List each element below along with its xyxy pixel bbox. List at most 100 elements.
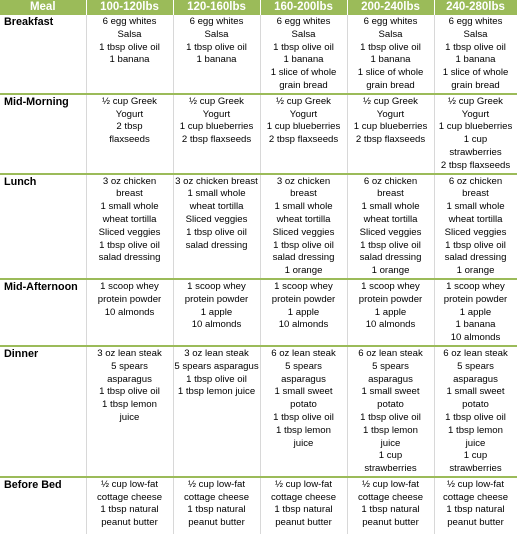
cell-line: 2 tbsp flaxseeds xyxy=(440,159,511,171)
header-meal: Meal xyxy=(0,0,87,15)
cell-line: 1 tbsp lemon xyxy=(102,399,157,411)
cell-line: juice xyxy=(119,411,140,423)
cell-line: Yogurt xyxy=(115,108,144,120)
cell-line: 6 oz chicken xyxy=(448,175,503,187)
cell-line: 3 oz chicken xyxy=(276,175,331,187)
header-weight-200-240: 200-240lbs xyxy=(347,0,435,15)
table-row-before-bed: Before Bed ½ cup low-fat cottage cheese 1 t… xyxy=(0,476,517,534)
cell-line: peanut butter xyxy=(101,517,158,529)
header-row: Meal 100-120lbs 120-160lbs 160-200lbs 20… xyxy=(0,0,517,15)
table-row-dinner: Dinner 3 oz lean steak 5 spears asparagus 1 … xyxy=(0,345,517,478)
cell-line: 1 small whole xyxy=(361,201,420,213)
cell-line: 1 small sweet xyxy=(446,386,505,398)
cell-line: 1 tbsp olive oil xyxy=(273,411,334,423)
cell-line: 3 oz lean steak xyxy=(97,347,162,359)
cell-line: 1 tbsp olive oil xyxy=(99,41,160,53)
cell-line: breast xyxy=(462,188,489,200)
cell-line: 6 egg whites xyxy=(276,16,331,27)
cell-line: 10 almonds xyxy=(450,332,501,344)
cell-line: breast xyxy=(377,188,404,200)
cell-line: 2 tbsp xyxy=(116,121,143,133)
cell-line: 5 spears xyxy=(457,360,494,372)
cell-line: 3 oz chicken xyxy=(102,175,157,187)
cell-line: 1 small sweet xyxy=(274,386,333,398)
cell-line: ½ cup Greek xyxy=(448,95,503,107)
cell-line: Sliced veggies xyxy=(272,226,335,238)
cell-line: 1 tbsp olive oil xyxy=(360,41,421,53)
cell-line: asparagus xyxy=(368,373,413,385)
cell-line: potato xyxy=(462,399,489,411)
cell-line: 10 almonds xyxy=(104,306,155,318)
cell-line: wheat tortilla xyxy=(102,213,157,225)
meal-name-mid-morning: Mid-Morning xyxy=(0,93,87,175)
table-cell-mid-afternoon-160-200: 1 scoop whey protein powder 1 apple 10 almo… xyxy=(260,278,348,347)
cell-line: protein powder xyxy=(271,293,336,305)
cell-line: salad dressing xyxy=(359,252,422,264)
cell-line: salad dressing xyxy=(444,252,507,264)
table-cell-before-bed-200-240: ½ cup low-fat cottage cheese 1 tbsp natura… xyxy=(347,476,435,534)
header-weight-120-160: 120-160lbs xyxy=(173,0,261,15)
header-weight-160-200: 160-200lbs xyxy=(260,0,348,15)
cell-line: grain bread xyxy=(451,79,500,91)
cell-line: 1 orange xyxy=(456,265,495,277)
cell-line: protein powder xyxy=(358,293,423,305)
cell-line: Sliced veggies xyxy=(359,226,422,238)
cell-line: 1 banana xyxy=(455,54,496,66)
cell-line: ½ cup Greek xyxy=(363,95,418,107)
cell-line: peanut butter xyxy=(275,517,332,529)
cell-line: 6 egg whites xyxy=(102,16,157,27)
cell-line: Yogurt xyxy=(376,108,405,120)
table-cell-mid-afternoon-100-120: 1 scoop whey protein powder 10 almonds xyxy=(86,278,174,347)
cell-line: 1 cup blueberries xyxy=(353,121,428,133)
cell-line: asparagus xyxy=(281,373,326,385)
cell-line: 1 tbsp olive oil xyxy=(99,386,160,398)
cell-line: strawberries xyxy=(449,463,502,475)
cell-line: 2 tbsp flaxseeds xyxy=(268,134,339,146)
cell-line: ½ cup low-fat xyxy=(446,478,505,490)
cell-line: 10 almonds xyxy=(191,319,242,331)
meal-name-before-bed: Before Bed xyxy=(0,476,87,534)
cell-line: 1 banana xyxy=(283,54,324,66)
cell-line: 1 tbsp natural xyxy=(446,504,505,516)
meal-name-dinner: Dinner xyxy=(0,345,87,478)
cell-line: 1 small whole xyxy=(446,201,505,213)
header-weight-100-120: 100-120lbs xyxy=(86,0,174,15)
cell-line: 1 small sweet xyxy=(361,386,420,398)
cell-line: grain bread xyxy=(366,79,415,91)
cell-line: peanut butter xyxy=(362,517,419,529)
cell-line: protein powder xyxy=(184,293,249,305)
cell-line: Salsa xyxy=(463,28,488,40)
cell-line: asparagus xyxy=(107,373,152,385)
cell-line: salad dressing xyxy=(98,252,161,264)
cell-line: 1 small whole xyxy=(100,201,159,213)
cell-line: Yogurt xyxy=(289,108,318,120)
cell-line: asparagus xyxy=(453,373,498,385)
cell-line: 5 spears asparagus xyxy=(174,360,259,372)
meal-name-mid-afternoon: Mid-Afternoon xyxy=(0,278,87,347)
cell-line: 1 apple xyxy=(459,306,492,318)
cell-line: 6 egg whites xyxy=(189,16,244,27)
table-cell-dinner-240-280: 6 oz lean steak 5 spears asparagus 1 small … xyxy=(434,345,517,478)
cell-line: 1 tbsp natural xyxy=(187,504,246,516)
table-header: Meal 100-120lbs 120-160lbs 160-200lbs 20… xyxy=(0,0,517,15)
cell-line: 6 oz lean steak xyxy=(443,347,508,359)
cell-line: Salsa xyxy=(204,28,229,40)
cell-line: 5 spears xyxy=(111,360,148,372)
cell-line: wheat tortilla xyxy=(189,201,244,213)
cell-line: 1 small whole xyxy=(187,188,246,200)
table-cell-breakfast-120-160: 6 egg whites Salsa 1 tbsp olive oil 1 banan… xyxy=(173,15,261,95)
cell-line: protein powder xyxy=(97,293,162,305)
cell-line: 1 tbsp lemon xyxy=(363,424,418,436)
cell-line: 2 tbsp flaxseeds xyxy=(181,134,252,146)
cell-line: Yogurt xyxy=(202,108,231,120)
table-cell-lunch-120-160: 3 oz chicken breast 1 small whole wheat to… xyxy=(173,173,261,280)
cell-line: peanut butter xyxy=(188,517,245,529)
table-cell-lunch-200-240: 6 oz chicken breast 1 small whole wheat tor… xyxy=(347,173,435,280)
cell-line: 1 tbsp olive oil xyxy=(186,226,247,238)
cell-line: 6 oz lean steak xyxy=(358,347,423,359)
cell-line: 6 egg whites xyxy=(448,16,503,27)
cell-line: 1 tbsp olive oil xyxy=(360,239,421,251)
cell-line: wheat tortilla xyxy=(363,213,418,225)
cell-line: 10 almonds xyxy=(278,319,329,331)
cell-line: 1 tbsp olive oil xyxy=(186,373,247,385)
